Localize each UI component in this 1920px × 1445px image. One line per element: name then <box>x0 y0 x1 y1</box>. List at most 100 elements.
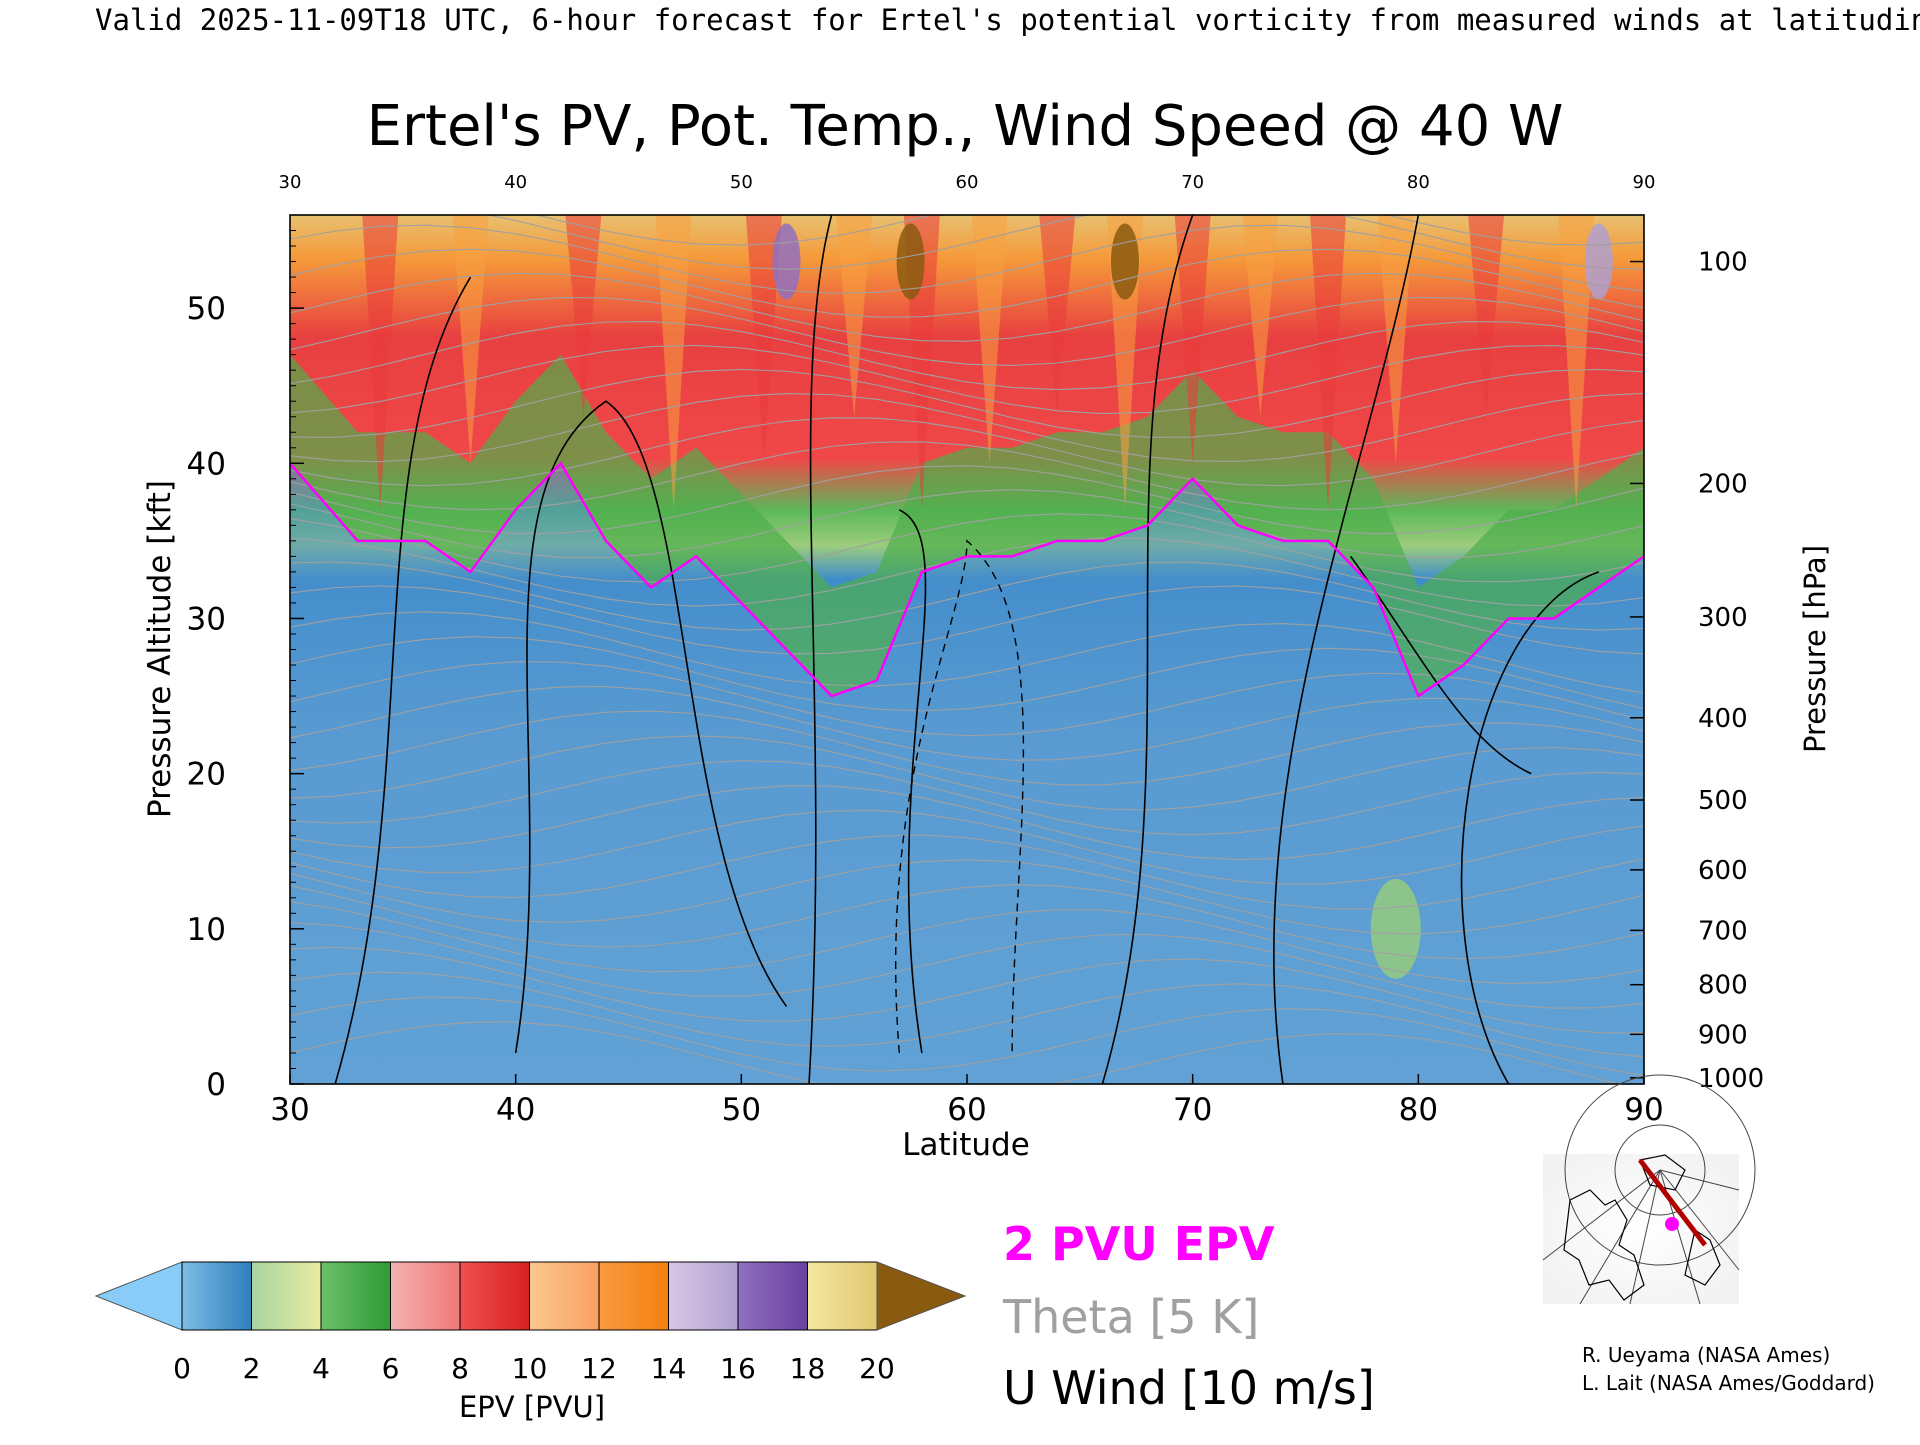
pressure-tick-label: 300 <box>1698 603 1748 633</box>
colorbar-segment <box>251 1261 322 1331</box>
pressure-tick-label: 800 <box>1698 971 1748 1001</box>
low-level-pv-blob <box>1370 878 1421 979</box>
theta-contours <box>290 215 1644 1084</box>
colorbar-tick-label: 16 <box>720 1352 756 1385</box>
colorbar-segment <box>598 1261 669 1331</box>
pressure-tick-label: 700 <box>1698 916 1748 946</box>
high-pv-blob <box>772 223 801 300</box>
wind-contour <box>334 276 472 1084</box>
theta-line <box>290 248 1644 318</box>
pressure-tick-label: 900 <box>1698 1020 1748 1050</box>
locator-map <box>1542 1074 1756 1305</box>
theta-line <box>290 368 1644 438</box>
colorbar-tick-label: 8 <box>451 1352 469 1385</box>
theta-line <box>290 834 1644 910</box>
theta-line <box>290 344 1644 415</box>
colorbar: 0 2 4 6 8 10 12 14 16 18 20 <box>94 1261 967 1385</box>
legend: 2 PVU EPV Theta [5 K] U Wind [10 m/s] <box>1002 1217 1375 1415</box>
green-layer <box>290 354 1644 697</box>
y-axis-label: Pressure Altitude [kft] <box>142 480 178 818</box>
theta-line <box>290 996 1644 1077</box>
theta-line <box>290 585 1644 655</box>
colorbar-tick-label: 6 <box>382 1352 400 1385</box>
plot-area <box>290 215 1644 1084</box>
y-tick-label-left: 0 <box>206 1067 226 1103</box>
colorbar-segment <box>390 1261 461 1331</box>
x-tick-label-bottom: 90 <box>1624 1092 1663 1128</box>
wind-contour <box>808 215 833 1084</box>
wind-contour <box>1101 215 1194 1084</box>
theta-line <box>290 465 1644 535</box>
pv-streak <box>1558 215 1595 510</box>
wind-contour <box>1273 215 1420 1084</box>
credit-line-1: R. Ueyama (NASA Ames) <box>1582 1343 1830 1367</box>
high-pv-blob <box>896 223 925 300</box>
x-tick-label-bottom: 60 <box>947 1092 986 1128</box>
theta-line <box>290 611 1644 694</box>
x-axis-top: 30 40 50 60 70 80 90 <box>279 172 1656 193</box>
theta-line <box>290 417 1644 487</box>
high-pv-blob <box>1110 223 1139 300</box>
colorbar-segment <box>320 1261 391 1331</box>
x-tick-label-top: 70 <box>1181 172 1204 193</box>
theta-line <box>290 710 1644 786</box>
y2-axis-label: Pressure [hPa] <box>1798 545 1832 753</box>
colorbar-segment <box>459 1261 530 1331</box>
x-tick-label-top: 40 <box>504 172 527 193</box>
colorbar-tick-label: 4 <box>312 1352 330 1385</box>
theta-line <box>290 296 1644 367</box>
pv-streak <box>655 215 692 510</box>
map-coastlines <box>1563 1154 1721 1301</box>
colorbar-segment <box>529 1261 600 1331</box>
wind-contours <box>334 215 1600 1084</box>
pv-2pvu-contour <box>290 461 1644 698</box>
theta-line <box>290 513 1644 583</box>
theta-line <box>290 224 1644 294</box>
theta-line <box>290 922 1644 1009</box>
theta-line <box>290 946 1644 1034</box>
theta-line <box>290 901 1644 985</box>
colorbar-tick-label: 18 <box>790 1352 826 1385</box>
easterly-contour <box>895 539 1025 1054</box>
colorbar-tick-label: 10 <box>512 1352 548 1385</box>
theta-line <box>290 785 1644 861</box>
colorbar-segment <box>737 1261 808 1331</box>
theta-line <box>290 321 1644 391</box>
colorbar-segment <box>668 1261 739 1331</box>
pv-streak <box>745 215 782 464</box>
y-tick-label-left: 40 <box>187 446 226 482</box>
x-axis-label: Latitude <box>902 1127 1030 1163</box>
theta-line <box>290 272 1644 342</box>
colorbar-tick-label: 0 <box>173 1352 191 1385</box>
x-tick-label-bottom: 50 <box>722 1092 761 1128</box>
pv-streak <box>1242 215 1279 417</box>
x-axis-bottom: 30 40 50 60 70 80 90 <box>270 1074 1664 1128</box>
pv-streak <box>1377 215 1414 464</box>
y-tick-label-left: 10 <box>187 912 226 948</box>
map-background <box>1543 1154 1739 1304</box>
theta-line <box>485 215 1644 270</box>
colorbar-segment <box>807 1261 878 1331</box>
x-tick-label-bottom: 70 <box>1173 1092 1212 1128</box>
pressure-tick-label: 500 <box>1698 786 1748 816</box>
pv-streak <box>565 215 602 417</box>
theta-line <box>290 1021 1622 1084</box>
colorbar-under-triangle <box>94 1261 183 1331</box>
wind-contour <box>514 400 788 1054</box>
colorbar-label: EPV [PVU] <box>459 1390 605 1424</box>
x-tick-label-bottom: 80 <box>1399 1092 1438 1128</box>
x-tick-label-bottom: 30 <box>270 1092 309 1128</box>
pressure-tick-label: 100 <box>1698 248 1748 278</box>
theta-line <box>290 760 1644 836</box>
colorbar-tick-label: 12 <box>581 1352 617 1385</box>
y-tick-label-left: 30 <box>187 601 226 637</box>
theta-line <box>290 561 1644 631</box>
pressure-tick-label: 600 <box>1698 856 1748 886</box>
theta-line <box>290 735 1644 811</box>
x-tick-label-bottom: 40 <box>496 1092 535 1128</box>
theta-line <box>290 392 1644 463</box>
map-location-dot <box>1665 1217 1679 1231</box>
credit-line-2: L. Lait (NASA Ames/Goddard) <box>1582 1371 1875 1395</box>
chart-title: Ertel's PV, Pot. Temp., Wind Speed @ 40 … <box>367 94 1564 159</box>
